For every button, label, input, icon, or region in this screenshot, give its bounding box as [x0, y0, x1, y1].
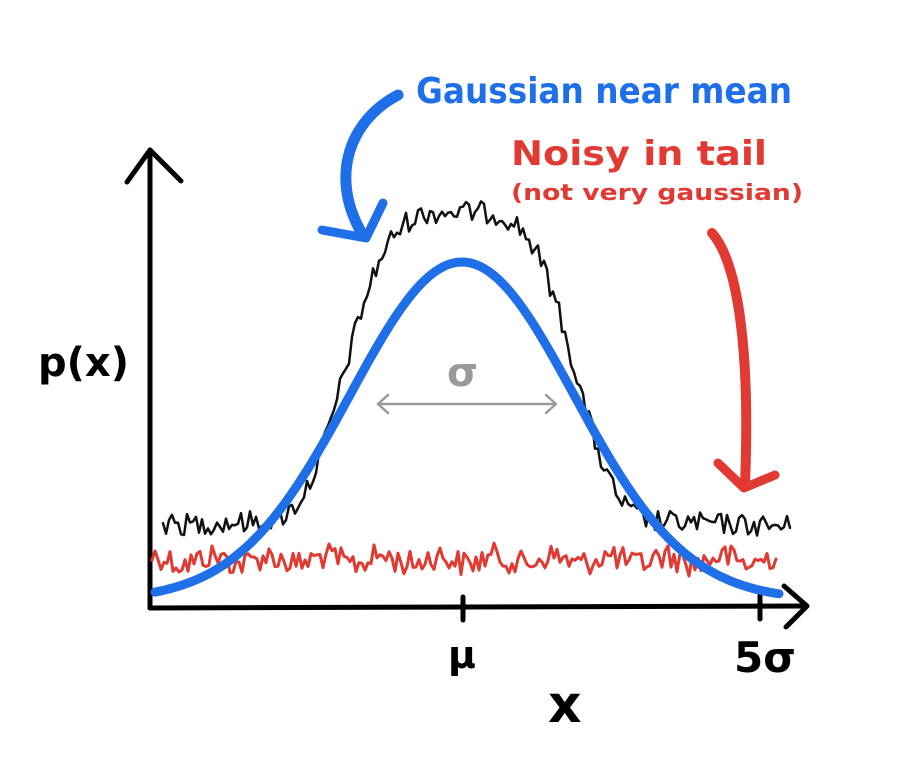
sigma-width-marker: [376, 393, 558, 415]
x-tick-label-5sigma: 5σ: [734, 633, 796, 682]
x-axis: [147, 603, 809, 611]
ideal-gaussian-curve: [150, 257, 784, 599]
sigma-width-left-arrowhead: [376, 393, 390, 415]
y-axis-arrowhead: [124, 147, 184, 185]
x-axis-label: x: [548, 675, 582, 735]
axes: [124, 147, 810, 630]
tail-annotation: Noisy in tail: [511, 134, 767, 174]
noise-floor-curve: [150, 541, 778, 578]
gaussian-annotation: Gaussian near mean: [416, 71, 792, 112]
x-tick-label-mu: μ: [448, 633, 476, 677]
sigma-width-right-arrowhead: [544, 393, 558, 415]
y-axis-label: p(x): [38, 340, 129, 386]
tail-callout-arrowhead: [713, 458, 780, 493]
tail-subannotation: (not very gaussian): [511, 181, 803, 206]
tail-callout-arrow: [707, 228, 752, 490]
sigma-label: σ: [447, 350, 478, 396]
x-axis-arrowhead: [781, 583, 810, 630]
gaussian-callout-arrowhead: [317, 198, 388, 243]
curves: [150, 200, 792, 599]
gaussian-callout-arrow: [340, 89, 404, 236]
